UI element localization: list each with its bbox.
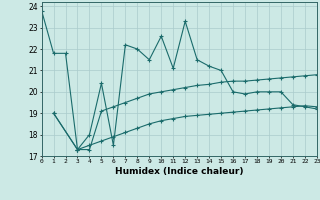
- X-axis label: Humidex (Indice chaleur): Humidex (Indice chaleur): [115, 167, 244, 176]
